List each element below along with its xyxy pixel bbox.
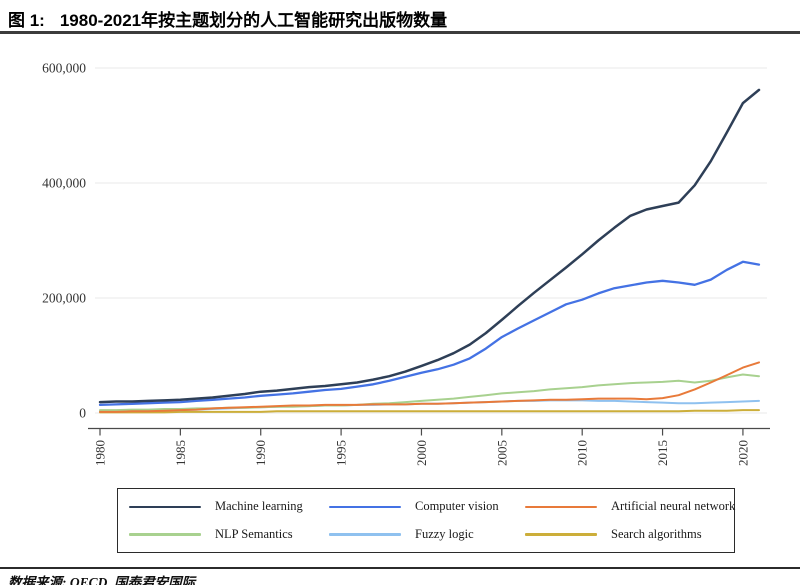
figure-header: 图 1: 1980-2021年按主题划分的人工智能研究出版物数量 [0, 0, 800, 34]
series-line-machine-learning [98, 88, 761, 404]
chart-legend: Machine learning Computer vision Artific… [117, 488, 735, 553]
x-axis-tick-label: 2005 [494, 440, 509, 466]
x-axis-tick-label: 1995 [334, 440, 349, 466]
figure-label: 图 1: [8, 11, 45, 30]
y-axis-tick-label: 400,000 [42, 176, 86, 191]
y-axis-tick-label: 0 [79, 406, 86, 421]
legend-swatch-computer-vision [329, 505, 401, 508]
legend-item-machine-learning: Machine learning [129, 499, 329, 514]
legend-label-search-algorithms: Search algorithms [611, 526, 702, 541]
legend-swatch-search-algorithms [525, 533, 597, 536]
x-axis-tick-label: 2000 [414, 440, 429, 466]
legend-swatch-machine-learning [129, 505, 201, 508]
figure-title: 1980-2021年按主题划分的人工智能研究出版物数量 [59, 11, 448, 30]
series-line-search-algorithms [99, 409, 760, 414]
series-line-computer-vision [98, 260, 761, 407]
figure-title-row: 图 1: 1980-2021年按主题划分的人工智能研究出版物数量 [0, 0, 447, 31]
figure-footer: 数据来源: OECD, 国泰君安国际 [0, 567, 800, 585]
x-axis-tick-label: 2010 [575, 440, 590, 466]
legend-label-machine-learning: Machine learning [215, 499, 303, 514]
legend-label-computer-vision: Computer vision [415, 499, 499, 514]
x-axis-tick-label: 1985 [173, 440, 188, 466]
legend-item-artificial-neural-network: Artificial neural network [525, 499, 735, 514]
data-source-note: 数据来源: OECD, 国泰君安国际 [8, 575, 196, 585]
x-axis-tick-label: 2020 [735, 440, 750, 466]
series-line-artificial-neural-network [99, 361, 760, 413]
legend-label-artificial-neural-network: Artificial neural network [611, 499, 736, 514]
x-axis-tick-label: 2015 [655, 440, 670, 466]
legend-item-nlp-semantics: NLP Semantics [129, 527, 329, 542]
y-axis-tick-label: 600,000 [42, 61, 86, 76]
y-axis-tick-label: 200,000 [42, 291, 86, 306]
legend-swatch-nlp-semantics [129, 533, 201, 536]
x-axis-tick-label: 1990 [253, 440, 268, 466]
legend-item-computer-vision: Computer vision [329, 499, 525, 514]
legend-item-search-algorithms: Search algorithms [525, 527, 735, 542]
legend-label-nlp-semantics: NLP Semantics [215, 526, 293, 541]
x-axis-tick-label: 1980 [93, 440, 108, 466]
legend-item-fuzzy-logic: Fuzzy logic [329, 527, 525, 542]
legend-swatch-artificial-neural-network [525, 505, 597, 508]
legend-label-fuzzy-logic: Fuzzy logic [415, 526, 474, 541]
legend-swatch-fuzzy-logic [329, 533, 401, 536]
